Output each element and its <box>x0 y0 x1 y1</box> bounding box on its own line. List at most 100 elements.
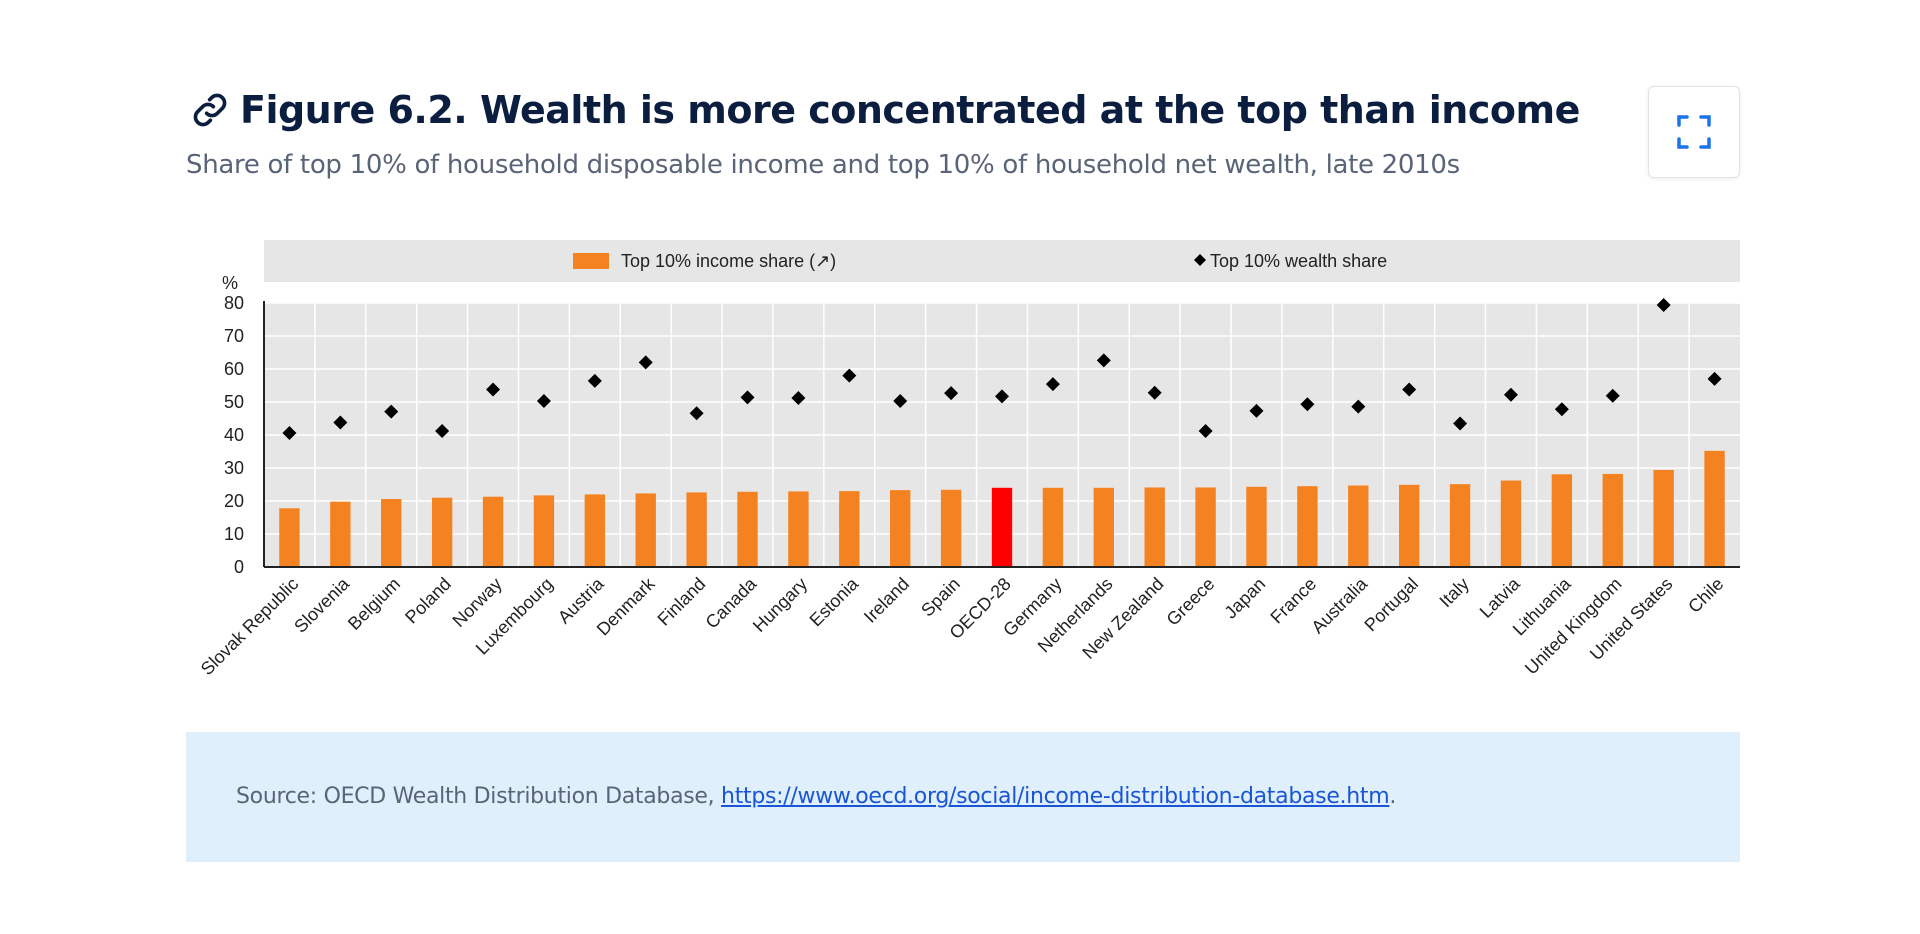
bar-income <box>1398 484 1420 567</box>
marker-wealth <box>384 404 399 419</box>
bar-income <box>533 495 555 567</box>
x-tick-label: Spain <box>917 574 964 621</box>
y-tick-label: 60 <box>224 359 244 379</box>
marker-wealth <box>689 406 704 421</box>
link-icon[interactable] <box>190 90 230 130</box>
x-tick-label: Australia <box>1307 573 1371 637</box>
x-tick-label: Portugal <box>1360 574 1422 636</box>
x-tick-label: Japan <box>1220 574 1269 623</box>
expand-icon <box>1677 115 1711 149</box>
bar-income <box>1195 487 1216 567</box>
marker-wealth <box>944 386 959 401</box>
legend-background <box>264 240 1740 282</box>
chart-area: Top 10% income share (↗) Top 10% wealth s… <box>160 225 1760 710</box>
x-tick-label: Latvia <box>1476 573 1525 622</box>
y-tick-label: 80 <box>224 293 244 313</box>
bar-income <box>1551 474 1573 567</box>
y-tick-label: 10 <box>224 524 244 544</box>
bar-income <box>940 489 962 567</box>
bar-income <box>1093 487 1114 567</box>
marker-wealth <box>1045 377 1060 392</box>
marker-wealth <box>1503 387 1518 402</box>
x-tick-label: Belgium <box>344 574 404 634</box>
bar-income <box>1042 487 1064 567</box>
chart-svg: Top 10% income share (↗) Top 10% wealth s… <box>197 240 1740 679</box>
bar-income <box>635 493 656 567</box>
x-tick-label: Greece <box>1163 574 1219 630</box>
legend-label-wealth: Top 10% wealth share <box>1210 251 1387 271</box>
marker-wealth <box>1605 388 1620 403</box>
bar-income <box>482 496 504 567</box>
bar-income <box>1246 486 1267 567</box>
bar-income <box>1144 487 1165 567</box>
bar-income <box>737 491 758 567</box>
marker-wealth <box>1147 385 1162 400</box>
bar-income <box>1653 469 1674 567</box>
marker-wealth <box>740 390 755 405</box>
marker-wealth <box>1554 402 1569 417</box>
bar-income <box>890 490 911 567</box>
marker-wealth <box>1300 397 1315 412</box>
bar-income <box>686 492 707 567</box>
bar-income <box>1348 485 1369 567</box>
marker-wealth <box>333 415 348 430</box>
bar-income <box>991 487 1013 567</box>
marker-wealth <box>1198 424 1213 439</box>
legend-marker-wealth <box>1194 254 1206 266</box>
marker-wealth <box>536 394 551 409</box>
marker-wealth <box>486 382 501 397</box>
y-tick-label: 20 <box>224 491 244 511</box>
y-tick-label: 70 <box>224 326 244 346</box>
bar-income <box>1500 480 1522 567</box>
y-axis-unit-label: % <box>222 273 238 293</box>
marker-wealth <box>1707 371 1722 386</box>
legend-swatch-income <box>573 253 609 269</box>
bar-income <box>279 508 300 567</box>
marker-wealth <box>638 355 653 370</box>
bar-income <box>1449 484 1471 567</box>
x-tick-label: Ireland <box>860 574 913 627</box>
source-note: Source: OECD Wealth Distribution Databas… <box>186 732 1740 862</box>
expand-button[interactable] <box>1648 86 1740 178</box>
x-tick-label: Slovak Republic <box>197 574 302 679</box>
marker-wealth <box>435 424 450 439</box>
marker-wealth <box>1402 382 1417 397</box>
legend-label-income: Top 10% income share (↗) <box>621 251 836 271</box>
bar-income <box>584 494 606 567</box>
x-tick-label: Poland <box>401 574 455 628</box>
marker-wealth <box>587 373 602 388</box>
marker-wealth <box>1656 297 1671 312</box>
bar-income <box>1704 450 1725 567</box>
source-suffix: . <box>1389 784 1397 809</box>
marker-wealth <box>842 368 857 383</box>
x-tick-label: Slovenia <box>290 573 354 637</box>
bar-income <box>1297 486 1318 567</box>
marker-wealth <box>1096 353 1111 368</box>
y-tick-label: 30 <box>224 458 244 478</box>
marker-wealth <box>995 389 1009 404</box>
marker-wealth <box>282 426 297 441</box>
x-tick-label: Hungary <box>749 574 811 636</box>
figure-title: Figure 6.2. Wealth is more concentrated … <box>240 88 1580 132</box>
y-tick-label: 50 <box>224 392 244 412</box>
y-tick-label: 40 <box>224 425 244 445</box>
bar-income <box>1602 473 1623 567</box>
marker-wealth <box>1249 403 1264 418</box>
x-tick-label: Chile <box>1684 574 1727 617</box>
marker-wealth <box>1453 416 1468 431</box>
marker-wealth <box>1351 399 1366 414</box>
marker-wealth <box>791 391 806 406</box>
source-text: Source: OECD Wealth Distribution Databas… <box>236 784 1396 809</box>
bar-income <box>788 491 809 567</box>
bar-income <box>431 497 453 567</box>
x-tick-label: Estonia <box>806 573 863 630</box>
source-prefix: Source: OECD Wealth Distribution Databas… <box>236 784 722 809</box>
x-tick-label: Finland <box>654 574 710 630</box>
bar-income <box>381 499 402 567</box>
marker-wealth <box>893 394 908 409</box>
figure-header: Figure 6.2. Wealth is more concentrated … <box>190 88 1580 132</box>
source-link[interactable]: https://www.oecd.org/social/income-distr… <box>721 784 1390 809</box>
x-tick-label: Italy <box>1435 574 1472 611</box>
y-tick-label: 0 <box>234 557 244 577</box>
bar-income <box>330 501 351 567</box>
